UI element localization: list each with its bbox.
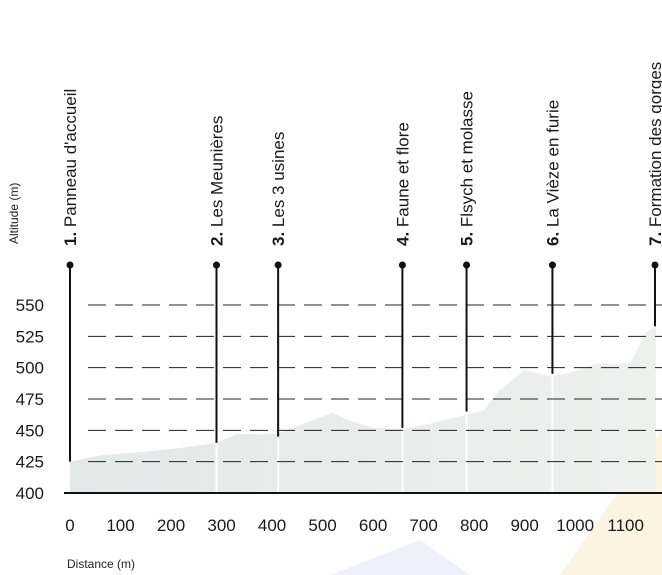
y-tick-label: 400: [16, 484, 44, 503]
poi-number: 3.: [269, 232, 288, 246]
y-tick-label: 525: [16, 327, 44, 346]
x-tick-label: 0: [65, 516, 74, 535]
poi-marker: 1. Panneau d'accueil: [61, 89, 80, 462]
x-tick-label: 200: [157, 516, 185, 535]
poi-dot: [213, 261, 220, 269]
y-axis: 400 425 450 475 500 525 550: [16, 296, 44, 503]
x-axis-title: Distance (m): [67, 557, 135, 571]
poi-number: 4.: [393, 232, 412, 246]
poi-number: 2.: [208, 232, 227, 246]
watermark-blue-shape: [330, 540, 470, 575]
poi-label: 6. La Vièze en furie: [543, 100, 562, 246]
poi-label: 1. Panneau d'accueil: [61, 89, 80, 246]
profile-area-layer: [70, 326, 656, 493]
x-tick-label: 600: [359, 516, 387, 535]
poi-dot: [548, 261, 556, 269]
x-tick-label: 1100: [607, 516, 644, 535]
poi-number: 6.: [543, 232, 562, 246]
y-axis-title: Altitude (m): [7, 183, 21, 244]
x-tick-label: 700: [409, 516, 437, 535]
poi-name: Faune et flore: [393, 122, 412, 232]
poi-dot: [463, 261, 471, 269]
poi-label: 7. Formation des gorges: [646, 62, 662, 246]
x-tick-label: 800: [460, 516, 488, 535]
poi-number: 5.: [458, 232, 477, 246]
poi-name: Flsych et molasse: [458, 91, 477, 232]
poi-marker: 2. Les Meunières: [208, 116, 227, 443]
poi-marker: 7. Formation des gorges: [646, 62, 662, 327]
x-tick-label: 100: [106, 516, 134, 535]
x-tick-label: 500: [308, 516, 336, 535]
poi-dot: [651, 261, 659, 269]
poi-name: Formation des gorges: [646, 62, 662, 232]
y-tick-label: 425: [16, 453, 44, 472]
y-tick-label: 450: [16, 421, 44, 440]
profile-area: [70, 326, 656, 493]
poi-number: 1.: [61, 232, 80, 246]
y-tick-label: 475: [16, 390, 44, 409]
poi-label: 4. Faune et flore: [393, 122, 412, 246]
y-tick-label: 500: [16, 359, 44, 378]
poi-dot: [398, 261, 406, 269]
x-tick-label: 900: [510, 516, 538, 535]
poi-name: Panneau d'accueil: [61, 89, 80, 232]
poi-label: 5. Flsych et molasse: [458, 91, 477, 246]
poi-marker: 3. Les 3 usines: [269, 132, 288, 437]
poi-label: 3. Les 3 usines: [269, 132, 288, 246]
poi-marker: 4. Faune et flore: [393, 122, 412, 428]
x-tick-label: 400: [258, 516, 286, 535]
y-tick-label: 550: [16, 296, 44, 315]
points-of-interest: 1. Panneau d'accueil 2. Les Meunières 3. L…: [61, 62, 662, 462]
poi-name: Les Meunières: [208, 116, 227, 232]
x-tick-label: 300: [207, 516, 235, 535]
poi-label: 2. Les Meunières: [208, 116, 227, 246]
gridlines: [88, 304, 662, 463]
poi-marker: 5. Flsych et molasse: [458, 91, 477, 412]
poi-marker: 6. La Vièze en furie: [543, 100, 562, 374]
poi-name: Les 3 usines: [269, 132, 288, 232]
poi-name: La Vièze en furie: [543, 100, 562, 232]
poi-dot: [66, 261, 74, 269]
x-tick-labels: 0 100 200 300 400 500 600 700 800 900 1000 1100: [65, 516, 644, 535]
poi-dot: [274, 261, 282, 269]
x-tick-label: 1000: [556, 516, 594, 535]
poi-number: 7.: [646, 232, 662, 246]
